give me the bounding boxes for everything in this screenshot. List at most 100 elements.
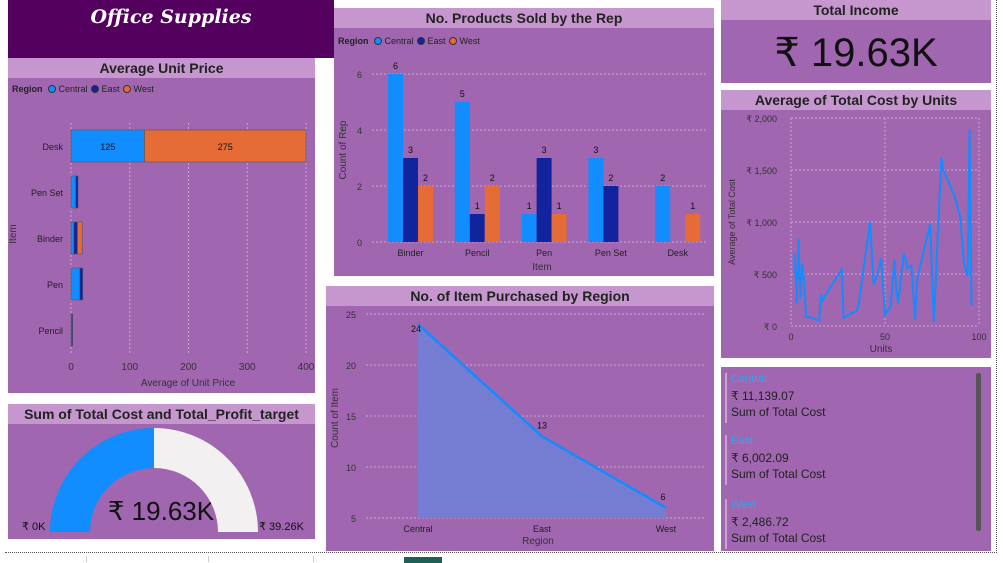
line-series <box>793 129 973 323</box>
hbar-category-label: Binder <box>37 234 63 244</box>
card-value: ₹ 2,486.72 <box>731 515 789 529</box>
hbar-data-label: 275 <box>218 142 233 152</box>
hbar-bar-central <box>70 175 76 209</box>
vbar-x-axis-label: Item <box>532 262 551 273</box>
vbar-data-label: 2 <box>423 173 428 183</box>
area-fill <box>418 324 666 518</box>
avg-unit-price-tile[interactable]: Average Unit Price Region Central East W… <box>8 58 315 393</box>
region-cost-card[interactable]: Central ₹ 11,139.07 Sum of Total Cost Ea… <box>721 367 991 551</box>
line-y-tick-label: ₹ 0 <box>764 322 777 332</box>
vbar-data-label: 2 <box>490 173 495 183</box>
page-tab-separator <box>86 556 87 562</box>
area-y-tick-label: 5 <box>351 514 356 524</box>
vbar-y-axis-label: Count of Rep <box>338 120 349 179</box>
vbar-category-label: Pen Set <box>595 248 628 258</box>
hbar-bar-west <box>77 221 83 255</box>
vbar-data-label: 6 <box>393 61 398 71</box>
avg-unit-price-legend[interactable]: Region Central East West <box>12 84 154 94</box>
card-value: ₹ 11,139.07 <box>731 389 795 403</box>
items-by-region-title: No. of Item Purchased by Region <box>326 286 714 306</box>
hbar-bar-central <box>70 221 75 255</box>
area-data-label: 6 <box>660 492 665 502</box>
legend-west-label: West <box>459 36 480 46</box>
vbar-category-label: Binder <box>397 248 423 258</box>
legend-east-label: East <box>101 84 120 94</box>
vbar-bar-west <box>484 186 500 242</box>
legend-east-dot <box>90 85 99 93</box>
card-region-label: Central <box>731 373 767 385</box>
card-item-east: East ₹ 6,002.09 Sum of Total Cost <box>731 435 826 481</box>
hbar-x-tick-label: 0 <box>68 362 74 373</box>
line-x-tick-label: 0 <box>788 332 793 342</box>
vbar-data-label: 1 <box>475 201 480 211</box>
vbar-y-tick-label: 0 <box>357 238 362 248</box>
legend-central-label: Central <box>58 84 88 94</box>
area-y-tick-label: 25 <box>346 310 356 320</box>
vbar-y-tick-label: 6 <box>357 70 362 80</box>
hbar-bar-west <box>144 129 307 163</box>
products-sold-tile[interactable]: No. Products Sold by the Rep Region Cent… <box>334 8 714 276</box>
hbar-bar-east <box>79 267 84 301</box>
vbar-data-label: 2 <box>660 173 665 183</box>
gauge-tile[interactable]: Sum of Total Cost and Total_Profit_targe… <box>8 404 315 539</box>
vbar-bar-east <box>403 158 418 242</box>
line-y-tick-label: ₹ 500 <box>754 270 777 280</box>
hbar-bar-east <box>73 221 78 255</box>
total-income-tile[interactable]: Total Income ₹ 19.63K <box>721 0 991 83</box>
area-line <box>417 323 667 509</box>
vbar-data-label: 5 <box>460 89 465 99</box>
area-category-label: East <box>533 524 552 534</box>
card-scrollbar[interactable] <box>976 373 981 531</box>
line-y-tick-label: ₹ 2,000 <box>746 114 777 124</box>
total-income-value: ₹ 19.63K <box>774 31 938 75</box>
vbar-category-label: Desk <box>667 248 688 258</box>
products-sold-title: No. Products Sold by the Rep <box>334 8 714 28</box>
active-page-tab[interactable] <box>404 557 442 563</box>
line-x-tick-label: 50 <box>880 332 890 342</box>
vbar-bar-east <box>536 158 552 242</box>
card-accent-bar <box>725 499 727 549</box>
report-banner: Office Supplies <box>8 0 334 58</box>
line-x-axis-label: Units <box>870 344 893 355</box>
avg-cost-by-units-chart[interactable]: Average of Total Cost Units ₹ 0 ₹ 500 ₹ 1,… <box>721 90 991 358</box>
avg-cost-by-units-tile[interactable]: Average of Total Cost by Units Average o… <box>721 90 991 358</box>
avg-unit-price-chart[interactable]: Item Average of Unit Price 0 100 200 300 400… <box>8 58 315 393</box>
gauge-min-label: ₹ 0K <box>22 521 46 533</box>
report-title: Office Supplies <box>90 6 252 28</box>
card-sub-label: Sum of Total Cost <box>731 531 826 545</box>
vbar-bar-west <box>551 214 567 242</box>
vbar-data-label: 3 <box>593 145 598 155</box>
vbar-bar-central <box>588 158 604 242</box>
gauge-chart[interactable]: ₹ 19.63K ₹ 0K ₹ 39.26K <box>8 404 315 539</box>
vbar-bar-west <box>685 214 701 242</box>
avg-unit-price-title: Average Unit Price <box>8 58 315 78</box>
vbar-bar-east <box>469 214 485 242</box>
card-item-west: West ₹ 2,486.72 Sum of Total Cost <box>731 499 826 545</box>
area-category-label: West <box>656 524 677 534</box>
report-canvas: Office Supplies Average Unit Price Regio… <box>5 0 997 553</box>
legend-west-dot <box>448 37 457 45</box>
vbar-data-label: 3 <box>542 145 547 155</box>
hbar-data-label: 125 <box>100 142 115 152</box>
vbar-data-label: 3 <box>408 145 413 155</box>
items-by-region-chart[interactable]: Count of Item Region 5 10 15 20 25 24 Central 1… <box>326 286 714 551</box>
hbar-bar-central <box>70 267 81 301</box>
legend-title: Region <box>338 36 369 46</box>
card-sub-label: Sum of Total Cost <box>731 405 826 419</box>
vbar-bar-central <box>521 214 537 242</box>
hbar-y-axis-label: Item <box>8 224 19 243</box>
vbar-data-label: 1 <box>557 201 562 211</box>
legend-west-label: West <box>133 84 154 94</box>
legend-east-dot <box>416 37 425 45</box>
card-sub-label: Sum of Total Cost <box>731 467 826 481</box>
card-region-label: West <box>731 499 756 511</box>
products-sold-legend[interactable]: Region Central East West <box>338 36 480 46</box>
area-y-axis-label: Count of Item <box>330 388 341 448</box>
card-value: ₹ 6,002.09 <box>731 451 789 465</box>
line-y-tick-label: ₹ 1,000 <box>746 218 777 228</box>
hbar-category-label: Pencil <box>38 326 63 336</box>
vbar-data-label: 1 <box>527 201 532 211</box>
items-by-region-tile[interactable]: No. of Item Purchased by Region Count of… <box>326 286 714 551</box>
products-sold-chart[interactable]: Count of Rep Item 0 2 4 6 6 3 2 Binder 5 1 2 Pencil… <box>334 8 714 276</box>
vbar-category-label: Pencil <box>465 248 490 258</box>
